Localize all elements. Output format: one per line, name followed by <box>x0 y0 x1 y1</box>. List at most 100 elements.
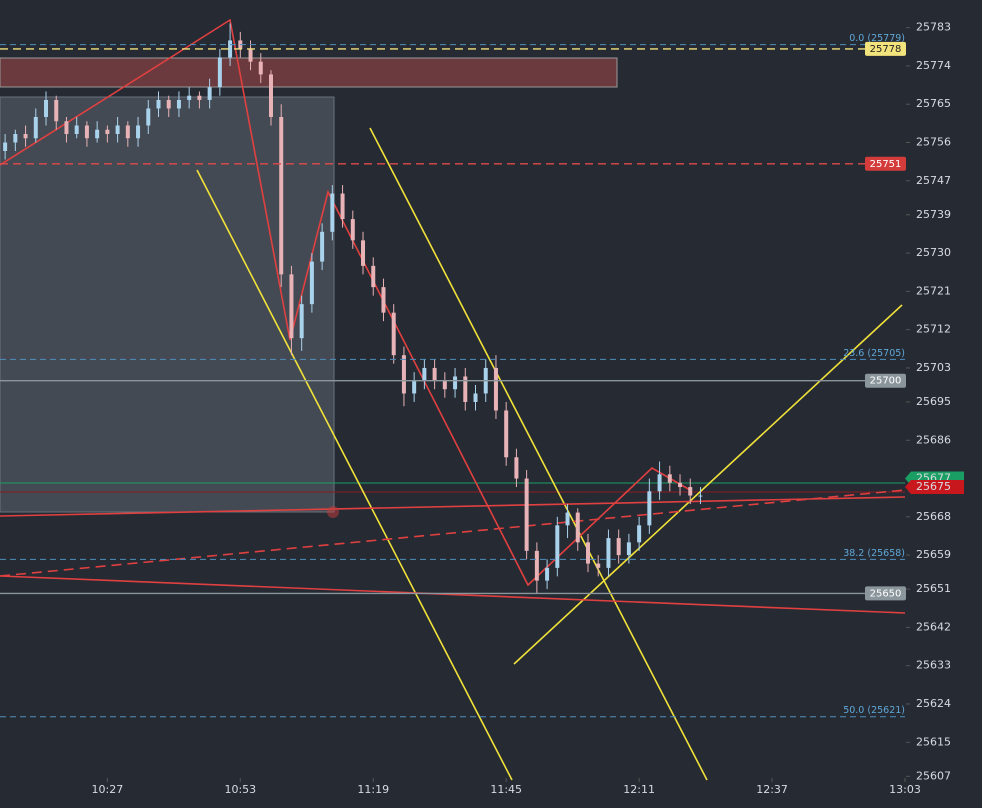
red-trend <box>0 496 906 517</box>
y-tick-label: 25712 <box>916 323 951 336</box>
fib-label: 50.0 (25621) <box>843 705 905 716</box>
y-tick-label: 25695 <box>916 395 951 408</box>
candle-body <box>473 393 478 402</box>
price-tag <box>865 373 906 388</box>
candle-body <box>309 261 314 305</box>
gray-zone <box>0 96 335 513</box>
candle-body <box>545 567 550 581</box>
candle-body <box>626 542 631 556</box>
x-tick-label: 12:37 <box>756 783 788 796</box>
candle-body <box>320 231 325 262</box>
candle-body <box>371 265 376 288</box>
y-tick-label: 25756 <box>916 135 951 148</box>
candle-body <box>279 116 284 275</box>
candle-body <box>596 563 601 568</box>
candle-body <box>95 129 100 139</box>
red-dashed-trend <box>0 489 906 577</box>
candle-body <box>657 474 662 492</box>
candle-body <box>606 538 611 568</box>
candle-body <box>299 304 304 339</box>
candle-body <box>268 74 273 117</box>
candle-body <box>217 57 222 88</box>
fib-label: 23.6 (25705) <box>843 348 905 359</box>
price-tag-label: 25751 <box>870 159 902 170</box>
axis-tag-label: 25675 <box>916 480 951 493</box>
candle-body <box>13 133 18 143</box>
red-trend <box>0 575 906 614</box>
yellow-line <box>196 169 513 781</box>
candle-body <box>381 287 386 313</box>
candle-body <box>166 99 171 109</box>
x-tick-label: 10:27 <box>92 783 124 796</box>
y-tick-label: 25747 <box>916 174 951 187</box>
candle-body <box>361 240 366 266</box>
fib-label: 0.0 (25779) <box>849 33 905 44</box>
drawings <box>0 18 906 781</box>
y-tick-label: 25615 <box>916 735 951 748</box>
y-tick-label: 25730 <box>916 246 951 259</box>
candle-body <box>289 274 294 339</box>
candle-body <box>340 193 345 220</box>
candle-body <box>176 99 181 109</box>
candle-body <box>463 376 468 402</box>
axis-tag <box>905 480 964 495</box>
price-tag-label: 25650 <box>870 588 902 599</box>
y-tick-label: 25607 <box>916 769 951 782</box>
candle-body <box>146 108 151 126</box>
candle-body <box>23 133 28 139</box>
candle-body <box>647 491 652 526</box>
candle-body <box>442 380 447 390</box>
candle-body <box>555 525 560 568</box>
candle-body <box>401 355 406 394</box>
candle-body <box>44 99 49 117</box>
candle-body <box>585 542 590 564</box>
candle-body <box>3 142 8 152</box>
candle-body <box>115 125 120 134</box>
candle-body <box>105 129 110 134</box>
candle-body <box>228 40 233 58</box>
candle-body <box>524 478 529 551</box>
y-tick-label: 25721 <box>916 284 951 297</box>
zigzag <box>0 18 691 587</box>
overlays: 25607 25615 25624 25633 25642 25651 25659 25668… <box>0 21 964 796</box>
x-tick-label: 13:03 <box>889 783 921 796</box>
candle-body <box>616 538 621 556</box>
yellow-line <box>369 127 708 781</box>
red-zone <box>0 57 618 88</box>
anchor <box>327 506 339 518</box>
candle-body <box>514 457 519 479</box>
candle-body <box>258 61 263 75</box>
candle-body <box>125 125 130 139</box>
candle-body <box>412 380 417 394</box>
candle-body <box>74 125 79 134</box>
y-tick-label: 25739 <box>916 208 951 221</box>
candle-body <box>698 495 703 497</box>
candle-body <box>33 116 38 139</box>
y-tick-label: 25651 <box>916 582 951 595</box>
y-tick-label: 25624 <box>916 697 951 710</box>
candle-body <box>575 512 580 543</box>
candle-body <box>187 95 192 100</box>
y-tick-label: 25633 <box>916 659 951 672</box>
candle-body <box>493 367 498 411</box>
price-tag <box>865 41 906 56</box>
candle-body <box>64 121 69 134</box>
candle-body <box>54 99 59 122</box>
candle-body <box>422 367 427 381</box>
candle-body <box>637 525 642 543</box>
price-tag <box>865 586 906 601</box>
candle-body <box>391 312 396 356</box>
y-tick-label: 25765 <box>916 97 951 110</box>
y-tick-label: 25659 <box>916 548 951 561</box>
candle-body <box>136 125 141 139</box>
x-tick-label: 11:19 <box>357 783 389 796</box>
candle-body <box>504 410 509 458</box>
price-tag-label: 25778 <box>870 44 902 55</box>
x-tick-label: 10:53 <box>224 783 256 796</box>
y-tick-label: 25783 <box>916 21 951 34</box>
y-tick-label: 25668 <box>916 510 951 523</box>
price-tag-label: 25700 <box>870 376 902 387</box>
candle-body <box>330 193 335 232</box>
